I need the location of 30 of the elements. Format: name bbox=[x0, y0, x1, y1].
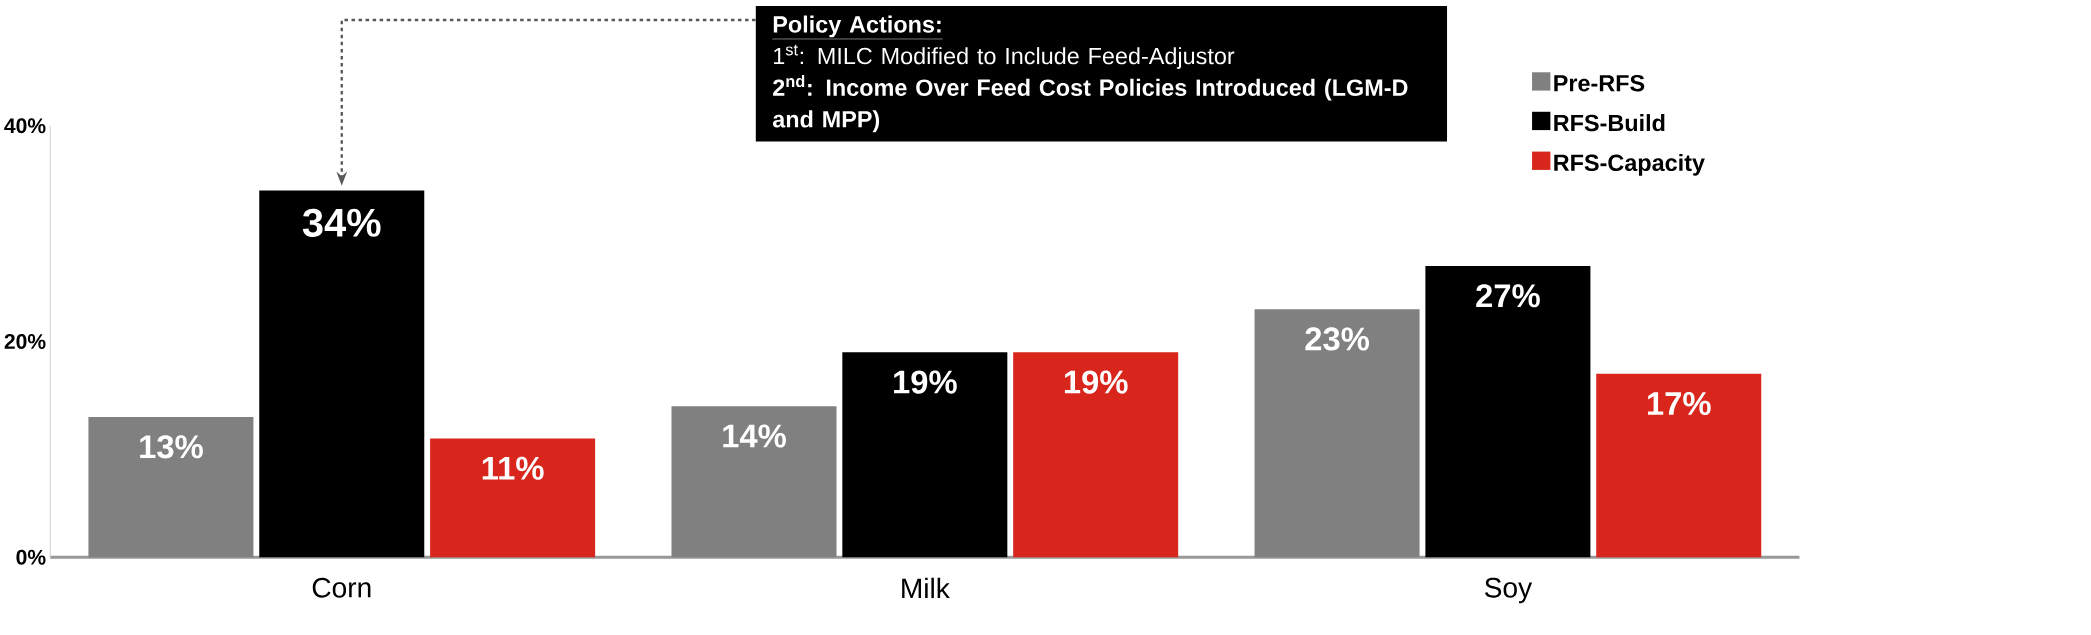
data-label: 34% bbox=[302, 208, 381, 238]
legend-label: Pre-RFS bbox=[1554, 74, 1645, 92]
data-label: 14% bbox=[723, 424, 786, 448]
y-tick-label: 0% bbox=[16, 549, 46, 565]
data-label: 17% bbox=[1647, 392, 1711, 416]
bar bbox=[1013, 352, 1179, 558]
bar bbox=[88, 417, 254, 558]
data-label: 19% bbox=[894, 370, 957, 394]
bar bbox=[1596, 373, 1762, 558]
annotation: 2$^{nd}$: Income Over Feed Cost Policies Introduced (LGM-D and MPP) bbox=[772, 75, 1408, 133]
data-label: 11% bbox=[482, 456, 544, 480]
x-tick-label: Soy bbox=[1484, 577, 1533, 604]
legend-label: RFS-Capacity bbox=[1554, 153, 1705, 176]
bar bbox=[259, 190, 425, 558]
data-label: 13% bbox=[140, 435, 203, 459]
bar bbox=[430, 438, 596, 558]
bar bbox=[842, 352, 1008, 558]
text: Policy Actions: bbox=[773, 15, 941, 38]
legend-label: RFS-Build bbox=[1554, 114, 1665, 132]
y-tick-label: 20% bbox=[4, 334, 46, 350]
data-label: 19% bbox=[1064, 370, 1128, 394]
bar bbox=[1425, 266, 1591, 558]
text: 1$^{st}$: MILC Modified to Include Feed-Adjustor bbox=[774, 44, 1235, 70]
x-tick-label: Milk bbox=[902, 577, 950, 599]
bar bbox=[671, 406, 837, 558]
y-tick-label: 40% bbox=[4, 118, 46, 134]
data-label: 27% bbox=[1476, 284, 1540, 308]
data-label: 23% bbox=[1305, 327, 1369, 351]
bar bbox=[1254, 309, 1420, 558]
x-tick-label: Corn bbox=[312, 577, 371, 598]
